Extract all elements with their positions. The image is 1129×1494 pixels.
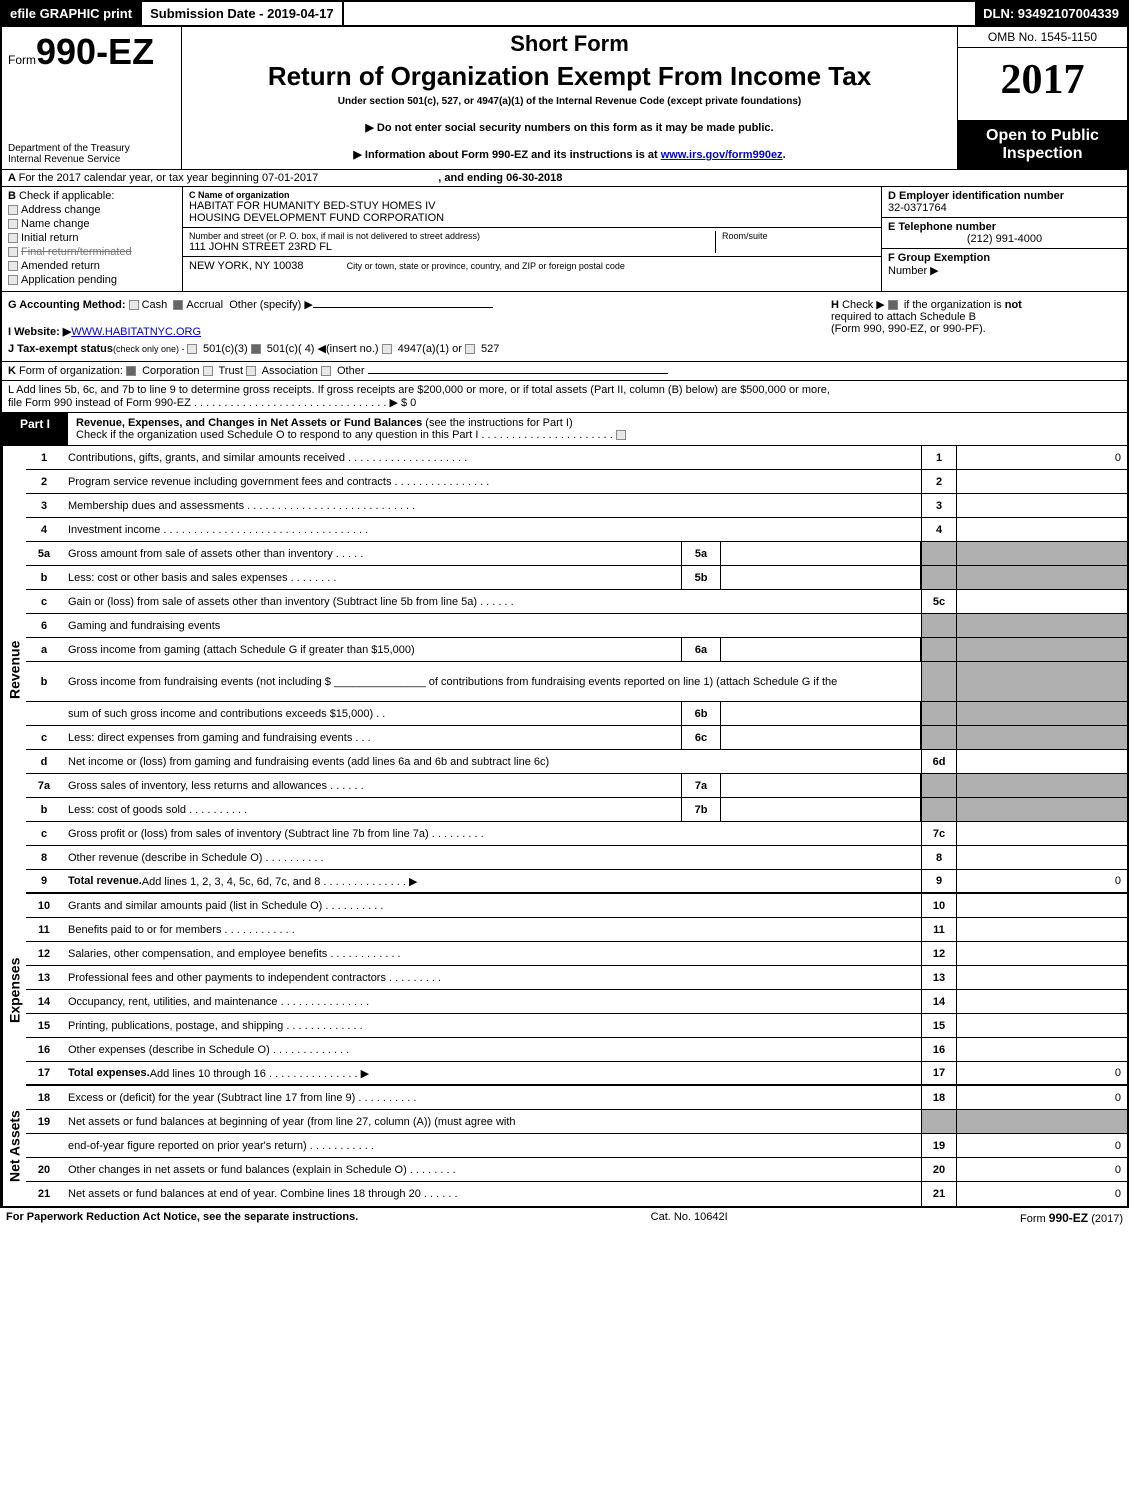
line-5c-value <box>957 590 1127 613</box>
checkbox-501c[interactable] <box>251 344 261 354</box>
row-K: K Form of organization: Corporation Trus… <box>0 362 1129 381</box>
line-13-value <box>957 966 1127 989</box>
revenue-section: Revenue 1Contributions, gifts, grants, a… <box>0 446 1129 894</box>
checkbox-501c3[interactable] <box>187 344 197 354</box>
room-suite-label: Room/suite <box>722 231 875 241</box>
line-19-value: 0 <box>957 1134 1127 1157</box>
main-title: Return of Organization Exempt From Incom… <box>192 61 947 92</box>
checkbox-h[interactable] <box>888 300 898 310</box>
tax-exempt-status: J Tax-exempt status(check only one) - 50… <box>8 342 821 355</box>
line-7c-value <box>957 822 1127 845</box>
org-name-2: HOUSING DEVELOPMENT FUND CORPORATION <box>189 212 875 224</box>
ein-value: 32-0371764 <box>888 202 1121 214</box>
line-12-value <box>957 942 1127 965</box>
under-section-text: Under section 501(c), 527, or 4947(a)(1)… <box>192 96 947 107</box>
gh-block: G Accounting Method: Cash Accrual Other … <box>0 292 1129 362</box>
line-14-value <box>957 990 1127 1013</box>
h-check-block: H Check ▶ if the organization is not req… <box>821 298 1121 355</box>
line-10-value <box>957 894 1127 917</box>
line-20-value: 0 <box>957 1158 1127 1181</box>
line-15-value <box>957 1014 1127 1037</box>
efile-print-button[interactable]: efile GRAPHIC print <box>2 2 140 25</box>
telephone-value: (212) 991-4000 <box>888 233 1121 245</box>
page-footer: For Paperwork Reduction Act Notice, see … <box>0 1208 1129 1228</box>
instructions-info: ▶ Information about Form 990-EZ and its … <box>192 148 947 161</box>
line-8-value <box>957 846 1127 869</box>
row-L: L Add lines 5b, 6c, and 7b to line 9 to … <box>0 381 1129 413</box>
revenue-side-label: Revenue <box>2 446 26 894</box>
form-header: Form990-EZ Department of the Treasury In… <box>0 27 1129 170</box>
part-i-header: Part I Revenue, Expenses, and Changes in… <box>0 413 1129 446</box>
submission-date: Submission Date - 2019-04-17 <box>140 2 344 25</box>
line-11-value <box>957 918 1127 941</box>
checkbox-amended-return[interactable] <box>8 261 18 271</box>
omb-number: OMB No. 1545-1150 <box>958 27 1127 48</box>
dept-irs: Internal Revenue Service <box>8 154 175 165</box>
tax-year: 2017 <box>958 48 1127 121</box>
line-2-value <box>957 470 1127 493</box>
line-21-value: 0 <box>957 1182 1127 1206</box>
form990ez-link[interactable]: www.irs.gov/form990ez <box>661 149 783 161</box>
line-4-value <box>957 518 1127 541</box>
checkbox-4947[interactable] <box>382 344 392 354</box>
org-name: HABITAT FOR HUMANITY BED-STUY HOMES IV <box>189 200 875 212</box>
expenses-side-label: Expenses <box>2 894 26 1086</box>
checkbox-527[interactable] <box>465 344 475 354</box>
line-16-value <box>957 1038 1127 1061</box>
line-3-value <box>957 494 1127 517</box>
line-18-value: 0 <box>957 1086 1127 1109</box>
row-A-tax-year: A For the 2017 calendar year, or tax yea… <box>0 170 1129 187</box>
checkbox-association[interactable] <box>246 366 256 376</box>
org-address: 111 JOHN STREET 23RD FL <box>189 241 715 253</box>
website-link[interactable]: WWW.HABITATNYC.ORG <box>71 326 201 338</box>
dln-number: DLN: 93492107004339 <box>975 2 1127 25</box>
checkbox-other[interactable] <box>321 366 331 376</box>
net-assets-section: Net Assets 18Excess or (deficit) for the… <box>0 1086 1129 1208</box>
expenses-section: Expenses 10Grants and similar amounts pa… <box>0 894 1129 1086</box>
line-1-value: 0 <box>957 446 1127 469</box>
radio-cash[interactable] <box>129 300 139 310</box>
group-exemption-label: Number ▶ <box>888 264 1121 277</box>
line-9-value: 0 <box>957 870 1127 892</box>
line-6d-value <box>957 750 1127 773</box>
top-bar: efile GRAPHIC print Submission Date - 20… <box>0 0 1129 27</box>
dept-treasury: Department of the Treasury <box>8 143 175 154</box>
checkbox-schedule-o[interactable] <box>616 430 626 440</box>
checkbox-initial-return[interactable] <box>8 233 18 243</box>
catalog-number: Cat. No. 10642I <box>651 1211 728 1225</box>
org-info-block: B Check if applicable: Address change Na… <box>0 187 1129 292</box>
open-to-public-badge: Open to PublicInspection <box>958 121 1127 169</box>
form-number: Form990-EZ <box>8 31 175 73</box>
short-form-title: Short Form <box>192 31 947 57</box>
radio-accrual[interactable] <box>173 300 183 310</box>
ssn-warning: ▶ Do not enter social security numbers o… <box>192 121 947 134</box>
net-assets-side-label: Net Assets <box>2 1086 26 1206</box>
checkbox-trust[interactable] <box>203 366 213 376</box>
checkbox-final-return[interactable] <box>8 247 18 257</box>
checkbox-corporation[interactable] <box>126 366 136 376</box>
checkbox-address-change[interactable] <box>8 205 18 215</box>
checkbox-name-change[interactable] <box>8 219 18 229</box>
line-17-value: 0 <box>957 1062 1127 1084</box>
org-city: NEW YORK, NY 10038 <box>189 260 304 272</box>
checkbox-application-pending[interactable] <box>8 275 18 285</box>
